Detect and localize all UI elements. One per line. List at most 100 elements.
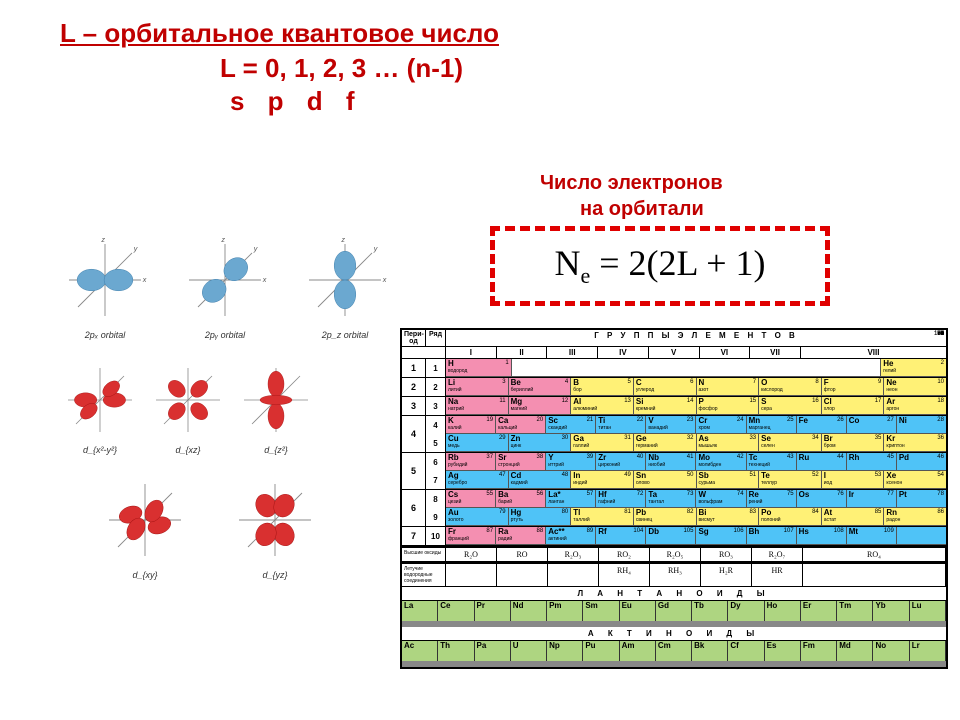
element-cell: 20Caкальций [496,416,546,434]
group-header: V [649,347,700,358]
element-cell: 89Ac**актиний [546,527,596,545]
hydrides-cell [803,564,946,586]
actinides-cell: 99Es [765,641,801,661]
oxides-cell: R₂O [446,548,497,561]
element-cell: 105Db [646,527,696,545]
element-cell: 26Fe [797,416,847,434]
pt-header-groups: Г Р У П П Ы Э Л Е М Е Н Т О В [446,330,946,346]
element-cell: 56Baбарий [496,490,546,508]
period-row: 5637Rbрубидий38Srстронций39Yиттрий40Zrци… [402,453,946,490]
element-cell: 18Arаргон [884,397,946,415]
hydrides-cell: RH₄ [599,564,650,586]
element-cell: 51Sbсурьма [697,471,760,489]
svg-text:y: y [253,244,258,253]
period-row: 6855Csцезий56Baбарий57La*лантан72Hfгафни… [402,490,946,527]
pt-hydrides-label: Летучие водородные соединения [402,564,446,586]
pt-header-period: Пери-од [402,330,426,346]
lanthanides-title: Л А Н Т А Н О И Д Ы [402,587,946,601]
period-number: 2 [402,378,426,396]
element-cell: 9Fфтор [822,378,885,396]
orbital-diagrams: xyz 2pₓ orbital xyz 2pᵧ orbital xyz 2p_z… [60,235,410,600]
actinides-cell: 96Cm [656,641,692,661]
lanthanides-row: 57La58Ce59Pr60Nd61Pm62Sm63Eu64Gd65Tb66Dy… [402,601,946,621]
pt-body: 111Hводород2Heгелий223Liлитий4Beбериллий… [402,359,946,546]
orbital-2px: xyz 2pₓ orbital [60,235,150,340]
element-cell: 27Co [847,416,897,434]
element-cell: 30Znцинк [509,434,572,452]
element-cell: 34Seселен [759,434,822,452]
element-cell: 21Scскандий [546,416,596,434]
period-row: 3311Naнатрий12Mgмагний13Alалюминий14Siкр… [402,397,946,416]
element-cell: 48Cdкадмий [509,471,572,489]
element-cell: 28Ni [897,416,946,434]
element-cell: 109Mt [847,527,897,545]
orbital-label: 2pᵧ orbital [180,330,270,340]
period-number: 7 [402,527,426,545]
svg-text:z: z [340,235,345,244]
element-cell: 81Tlталлий [571,508,634,526]
row-number: 4 [426,416,446,434]
lanthanides-cell: 71Lu [910,601,946,621]
formula-text: Ne = 2(2L + 1) [554,242,765,289]
actinides-cell: 91Pa [475,641,511,661]
element-cell: 4Beбериллий [509,378,572,396]
group-header: VI [700,347,751,358]
element-cell: 106Sg [696,527,746,545]
actinides-row: 89Ac90Th91Pa92U93Np94Pu95Am96Cm97Bk98Cf9… [402,641,946,661]
element-cell: 11Naнатрий [446,397,509,415]
row-number: 10 [426,527,446,545]
orbital-dxy: d_{xy} [100,475,190,580]
row-number: 1 [426,359,446,377]
group-header: VIII [801,347,946,358]
element-cell: 15Pфосфор [697,397,760,415]
element-cell: 72Hfгафний [596,490,646,508]
lanthanides-cell: 67Ho [765,601,801,621]
actinides-cell: 94Pu [583,641,619,661]
element-cell: 77Ir [847,490,897,508]
p-orbital-row: xyz 2pₓ orbital xyz 2pᵧ orbital xyz 2p_z… [60,235,410,340]
element-cell: 45Rh [847,453,897,471]
element-cell: 73Taтантал [646,490,696,508]
orbital-label: d_{yz} [230,570,320,580]
element-cell: 29Cuмедь [446,434,509,452]
element-cell: 10Neнеон [884,378,946,396]
element-cell: 53Iиод [822,471,885,489]
oxides-cell: R₂O₃ [548,548,599,561]
element-cell: 24Crхром [696,416,746,434]
period-number: 1 [402,359,426,377]
element-cell: 55Csцезий [446,490,496,508]
actinides-title: А К Т И Н О И Д Ы [402,627,946,641]
period-row: 111Hводород2Heгелий [402,359,946,378]
element-cell: 44Ru [797,453,847,471]
lanthanides-cell: 62Sm [583,601,619,621]
hydrides-cell [497,564,548,586]
orbital-label: d_{xy} [100,570,190,580]
element-cell: 38Srстронций [496,453,546,471]
orbital-label: d_{xz} [148,445,228,455]
actinides-cell: 100Fm [801,641,837,661]
svg-text:y: y [133,244,138,253]
element-cell: 22Tiтитан [596,416,646,434]
group-header: I [446,347,497,358]
element-cell: 107Bh [747,527,797,545]
svg-text:x: x [142,275,147,284]
element-cell: 85Atастат [822,508,885,526]
d-orbital-row-2: d_{xy} d_{yz} [100,475,410,580]
periodic-table: Пери-од Ряд Г Р У П П Ы Э Л Е М Е Н Т О … [400,328,948,669]
lanthanides-cell: 65Tb [692,601,728,621]
lanthanides-cell: 59Pr [475,601,511,621]
lanthanides-cell: 70Yb [873,601,909,621]
pt-oxides: Высшие оксиды R₂OROR₂O₃RO₂R₂O₅RO₃R₂O₇RO₄ [402,546,946,562]
orbital-dyz: d_{yz} [230,475,320,580]
oxides-cell: R₂O₇ [752,548,803,561]
group-header: III [547,347,598,358]
period-row: 223Liлитий4Beбериллий5Bбор6Cуглерод7Nазо… [402,378,946,397]
element-cell: 84Poполоний [759,508,822,526]
oxides-cell: R₂O₅ [650,548,701,561]
period-number: 5 [402,453,426,489]
orbital-2pz: xyz 2p_z orbital [300,235,390,340]
row-number: 2 [426,378,446,396]
oxides-cell: RO₂ [599,548,650,561]
hydrides-cell [548,564,599,586]
svg-text:z: z [100,235,105,244]
